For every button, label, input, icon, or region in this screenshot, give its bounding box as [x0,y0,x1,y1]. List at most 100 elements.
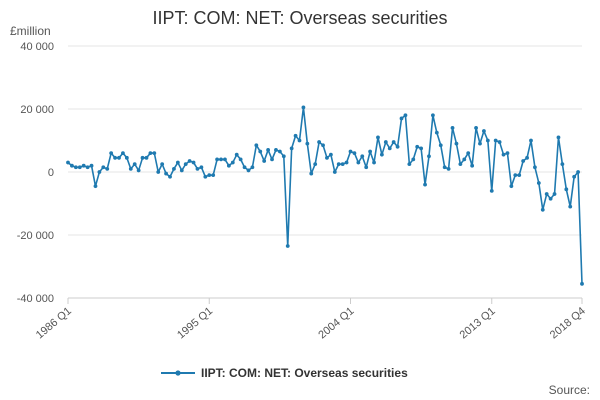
data-point[interactable] [179,168,184,173]
data-point[interactable] [576,170,580,174]
data-point[interactable] [160,162,165,167]
data-point[interactable] [124,155,129,160]
data-point[interactable] [223,157,227,162]
data-point[interactable] [517,173,522,178]
data-point[interactable] [121,151,125,156]
data-point[interactable] [423,182,427,187]
data-point[interactable] [328,152,333,157]
data-point[interactable] [73,165,78,170]
data-point[interactable] [458,162,463,167]
data-point[interactable] [521,159,526,163]
data-point[interactable] [132,162,137,167]
data-point[interactable] [478,141,482,146]
data-point[interactable] [93,184,98,189]
data-point[interactable] [415,144,420,149]
data-point[interactable] [301,105,306,110]
data-point[interactable] [152,151,157,156]
data-point[interactable] [489,189,494,193]
data-point[interactable] [97,170,102,174]
data-point[interactable] [352,151,357,156]
data-point[interactable] [474,126,478,130]
data-point[interactable] [525,155,529,160]
data-point[interactable] [552,192,557,196]
data-point[interactable] [258,149,263,154]
data-point[interactable] [529,138,533,143]
data-point[interactable] [485,138,490,143]
data-point[interactable] [509,184,514,189]
data-point[interactable] [89,163,94,168]
data-point[interactable] [544,192,549,196]
data-point[interactable] [325,155,329,160]
data-point[interactable] [336,162,341,167]
data-point[interactable] [144,155,149,160]
data-point[interactable] [321,143,325,148]
data-point[interactable] [505,151,510,156]
data-point[interactable] [242,165,247,170]
data-point[interactable] [148,151,153,156]
data-point[interactable] [317,140,322,144]
data-point[interactable] [372,160,376,165]
data-point[interactable] [289,146,294,151]
data-point[interactable] [293,133,298,138]
data-point[interactable] [556,135,561,140]
data-point[interactable] [211,173,216,178]
data-point[interactable] [203,174,208,179]
data-point[interactable] [572,174,577,179]
data-point[interactable] [454,141,459,146]
data-point[interactable] [226,163,231,168]
data-point[interactable] [533,165,537,170]
data-point[interactable] [446,166,451,171]
data-point[interactable] [168,174,172,179]
data-point[interactable] [427,154,431,159]
data-point[interactable] [254,143,259,148]
data-point[interactable] [199,165,204,170]
data-point[interactable] [403,113,408,118]
data-point[interactable] [501,152,506,157]
data-point[interactable] [250,165,255,170]
data-point[interactable] [156,170,161,174]
data-point[interactable] [411,157,416,162]
data-point[interactable] [580,281,584,286]
data-point[interactable] [376,135,380,140]
data-point[interactable] [399,116,404,121]
data-point[interactable] [246,168,251,173]
data-point[interactable] [313,162,318,167]
data-point[interactable] [207,173,212,178]
data-point[interactable] [117,155,121,160]
data-point[interactable] [270,157,274,162]
data-point[interactable] [128,166,133,171]
data-point[interactable] [395,144,400,149]
data-point[interactable] [266,148,271,152]
data-point[interactable] [379,152,384,157]
data-point[interactable] [442,165,447,170]
data-point[interactable] [568,204,573,209]
data-point[interactable] [274,148,278,152]
data-point[interactable] [536,181,541,185]
data-point[interactable] [262,159,267,163]
data-point[interactable] [360,154,365,159]
data-point[interactable] [497,140,502,144]
data-point[interactable] [77,165,82,170]
data-point[interactable] [140,155,145,160]
data-point[interactable] [101,165,106,170]
data-point[interactable] [387,146,392,151]
data-point[interactable] [175,160,180,165]
data-point[interactable] [238,157,243,162]
data-point[interactable] [285,244,290,248]
data-point[interactable] [419,146,424,151]
data-point[interactable] [113,155,117,160]
data-point[interactable] [438,143,443,148]
data-point[interactable] [195,166,200,171]
data-point[interactable] [482,129,486,133]
data-point[interactable] [466,151,471,156]
data-point[interactable] [81,163,86,168]
data-point[interactable] [434,130,439,135]
data-point[interactable] [450,126,455,130]
data-point[interactable] [187,159,192,163]
data-point[interactable] [560,162,565,167]
data-point[interactable] [109,151,114,156]
data-point[interactable] [297,138,302,143]
data-point[interactable] [431,113,435,118]
data-point[interactable] [305,141,310,146]
legend[interactable]: IIPT: COM: NET: Overseas securities [161,366,408,380]
